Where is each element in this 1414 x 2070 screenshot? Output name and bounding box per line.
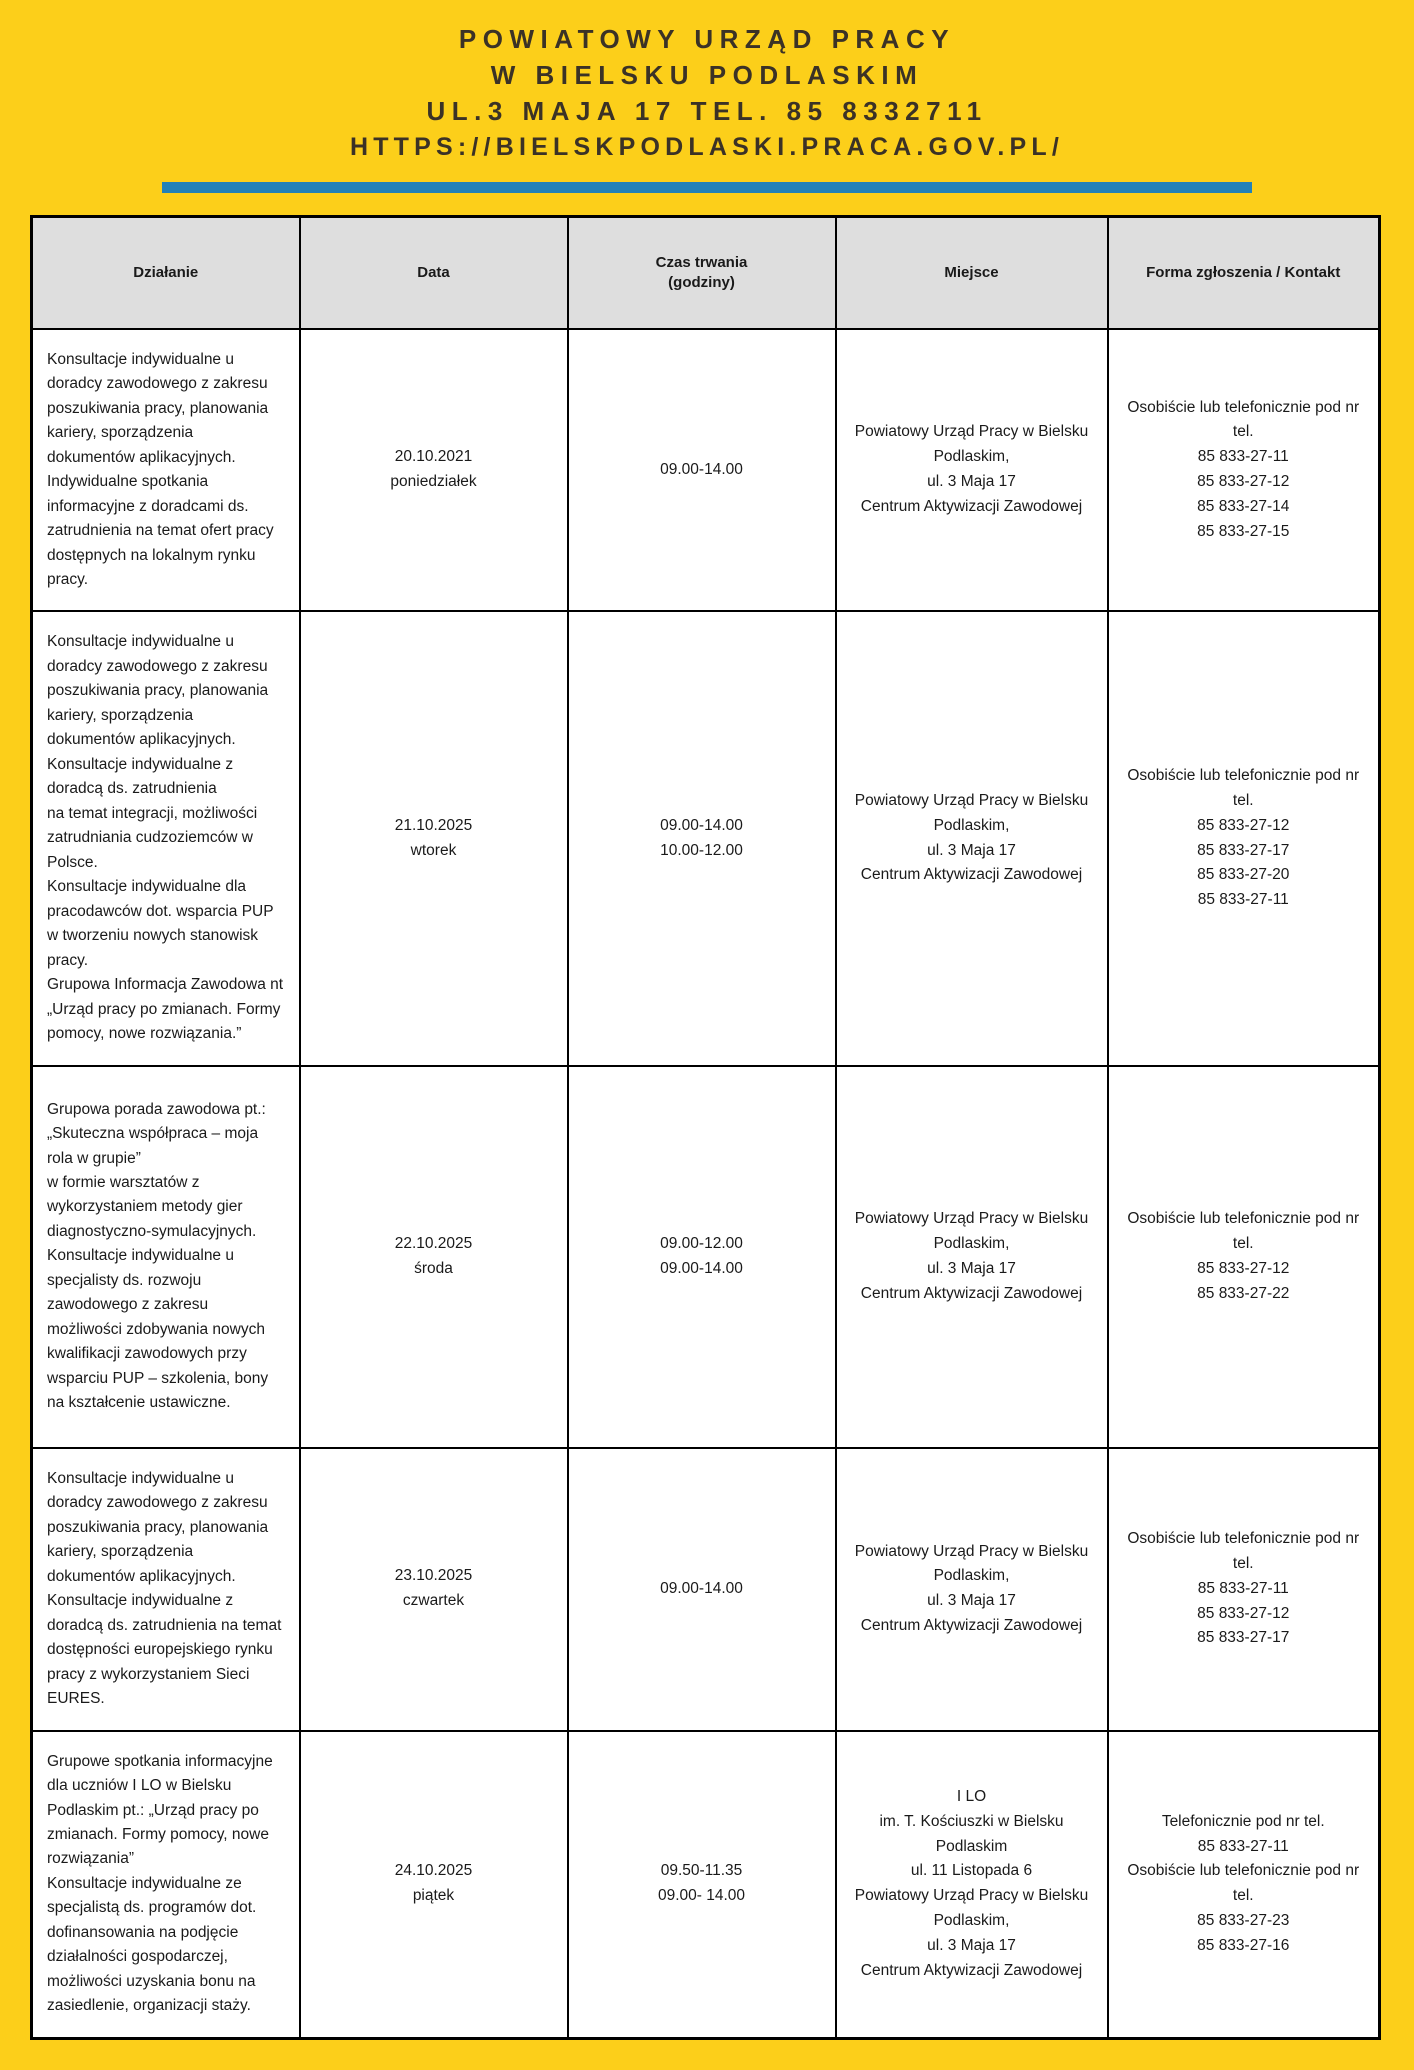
cell-place: Powiatowy Urząd Pracy w Bielsku Podlaski… (834, 327, 1109, 613)
cell-place: Powiatowy Urząd Pracy w Bielsku Podlaski… (834, 610, 1109, 1067)
cell-contact: Osobiście lub telefonicznie pod nr tel. … (1106, 610, 1381, 1067)
cell-action: Konsultacje indywidualne u doradcy zawod… (30, 610, 301, 1067)
cell-date: 20.10.2021 poniedziałek (298, 327, 569, 613)
cell-place: Powiatowy Urząd Pracy w Bielsku Podlaski… (834, 1446, 1109, 1732)
table-row: Konsultacje indywidualne u doradcy zawod… (30, 327, 1381, 613)
contact-entry: Telefonicznie pod nr tel. 85 833-27-11 (1161, 1812, 1325, 1855)
cell-date: 23.10.2025 czwartek (298, 1446, 569, 1732)
cell-action: Konsultacje indywidualne u doradcy zawod… (30, 327, 301, 613)
cell-duration: 09.50-11.35 09.00- 14.00 (566, 1729, 837, 2040)
cell-action: Grupowa porada zawodowa pt.: „Skuteczna … (30, 1064, 301, 1449)
cell-contact: Osobiście lub telefonicznie pod nr tel. … (1106, 327, 1381, 613)
time-slot: 09.00-12.00 (660, 1234, 743, 1252)
poster-header: POWIATOWY URZĄD PRACY W BIELSKU PODLASKI… (0, 0, 1414, 164)
table-head: Działanie Data Czas trwania (godziny) Mi… (30, 215, 1381, 330)
blue-divider-bar (162, 182, 1252, 194)
cell-date: 24.10.2025 piątek (298, 1729, 569, 2040)
column-header-place: Miejsce (834, 215, 1109, 330)
column-header-duration: Czas trwania (godziny) (566, 215, 837, 330)
table-row: Grupowe spotkania informacyjne dla uczni… (30, 1729, 1381, 2040)
time-slot: 10.00-12.00 (660, 841, 743, 859)
office-name-line-2: W BIELSKU PODLASKIM (490, 59, 924, 90)
contact-entry: Osobiście lub telefonicznie pod nr tel. … (1127, 1210, 1360, 1302)
cell-action: Konsultacje indywidualne u doradcy zawod… (30, 1446, 301, 1732)
cell-contact: Osobiście lub telefonicznie pod nr tel. … (1106, 1064, 1381, 1449)
cell-place: I LO im. T. Kościuszki w Bielsku Podlask… (834, 1729, 1109, 2040)
table-row: Konsultacje indywidualne u doradcy zawod… (30, 610, 1381, 1067)
column-header-contact: Forma zgłoszenia / Kontakt (1106, 215, 1381, 330)
place-entry: Powiatowy Urząd Pracy w Bielsku Podlaski… (854, 1210, 1089, 1302)
cell-place: Powiatowy Urząd Pracy w Bielsku Podlaski… (834, 1064, 1109, 1449)
cell-duration: 09.00-14.00 (566, 1446, 837, 1732)
place-entry: Powiatowy Urząd Pracy w Bielsku Podlaski… (854, 791, 1089, 884)
contact-entry: Osobiście lub telefonicznie pod nr tel. … (1127, 1862, 1360, 1954)
table-row: Grupowa porada zawodowa pt.: „Skuteczna … (30, 1064, 1381, 1449)
cell-duration: 09.00-12.00 09.00-14.00 (566, 1064, 837, 1449)
office-website-url: HTTPS://BIELSKPODLASKI.PRACA.GOV.PL/ (349, 132, 1065, 161)
contact-entry: Osobiście lub telefonicznie pod nr tel. … (1127, 1530, 1360, 1647)
contact-entry: Osobiście lub telefonicznie pod nr tel. … (1127, 767, 1360, 909)
cell-duration: 09.00-14.00 10.00-12.00 (566, 610, 837, 1067)
cell-action: Grupowe spotkania informacyjne dla uczni… (30, 1729, 301, 2040)
cell-duration: 09.00-14.00 (566, 327, 837, 613)
time-slot: 09.00- 14.00 (657, 1887, 746, 1905)
schedule-table: Działanie Data Czas trwania (godziny) Mi… (30, 215, 1381, 2040)
column-header-action: Działanie (30, 215, 301, 330)
header-divider (0, 182, 1414, 194)
time-slot: 09.00-14.00 (660, 816, 743, 834)
office-address-phone: UL.3 MAJA 17 TEL. 85 8332711 (426, 95, 988, 126)
time-slot: 09.00-14.00 (660, 1579, 743, 1597)
cell-date: 21.10.2025 wtorek (298, 610, 569, 1067)
time-slot: 09.00-14.00 (660, 460, 743, 478)
time-slot: 09.50-11.35 (660, 1862, 743, 1880)
table-row: Konsultacje indywidualne u doradcy zawod… (30, 1446, 1381, 1732)
place-entry: Powiatowy Urząd Pracy w Bielsku Podlaski… (854, 423, 1089, 515)
place-entry: Powiatowy Urząd Pracy w Bielsku Podlaski… (854, 1542, 1089, 1634)
table-body: Konsultacje indywidualne u doradcy zawod… (30, 327, 1381, 2040)
cell-contact: Osobiście lub telefonicznie pod nr tel. … (1106, 1446, 1381, 1732)
place-entry: I LO im. T. Kościuszki w Bielsku Podlask… (879, 1788, 1064, 1880)
time-slot: 09.00-14.00 (660, 1259, 743, 1277)
schedule-table-wrapper: Działanie Data Czas trwania (godziny) Mi… (0, 215, 1414, 2070)
contact-entry: Osobiście lub telefonicznie pod nr tel. … (1127, 398, 1360, 540)
cell-contact: Telefonicznie pod nr tel. 85 833-27-11 O… (1106, 1729, 1381, 2040)
office-name-line-1: POWIATOWY URZĄD PRACY (458, 24, 956, 54)
place-entry: Powiatowy Urząd Pracy w Bielsku Podlaski… (854, 1887, 1089, 1979)
column-header-date: Data (298, 215, 569, 330)
cell-date: 22.10.2025 środa (298, 1064, 569, 1449)
table-header-row: Działanie Data Czas trwania (godziny) Mi… (30, 215, 1381, 330)
